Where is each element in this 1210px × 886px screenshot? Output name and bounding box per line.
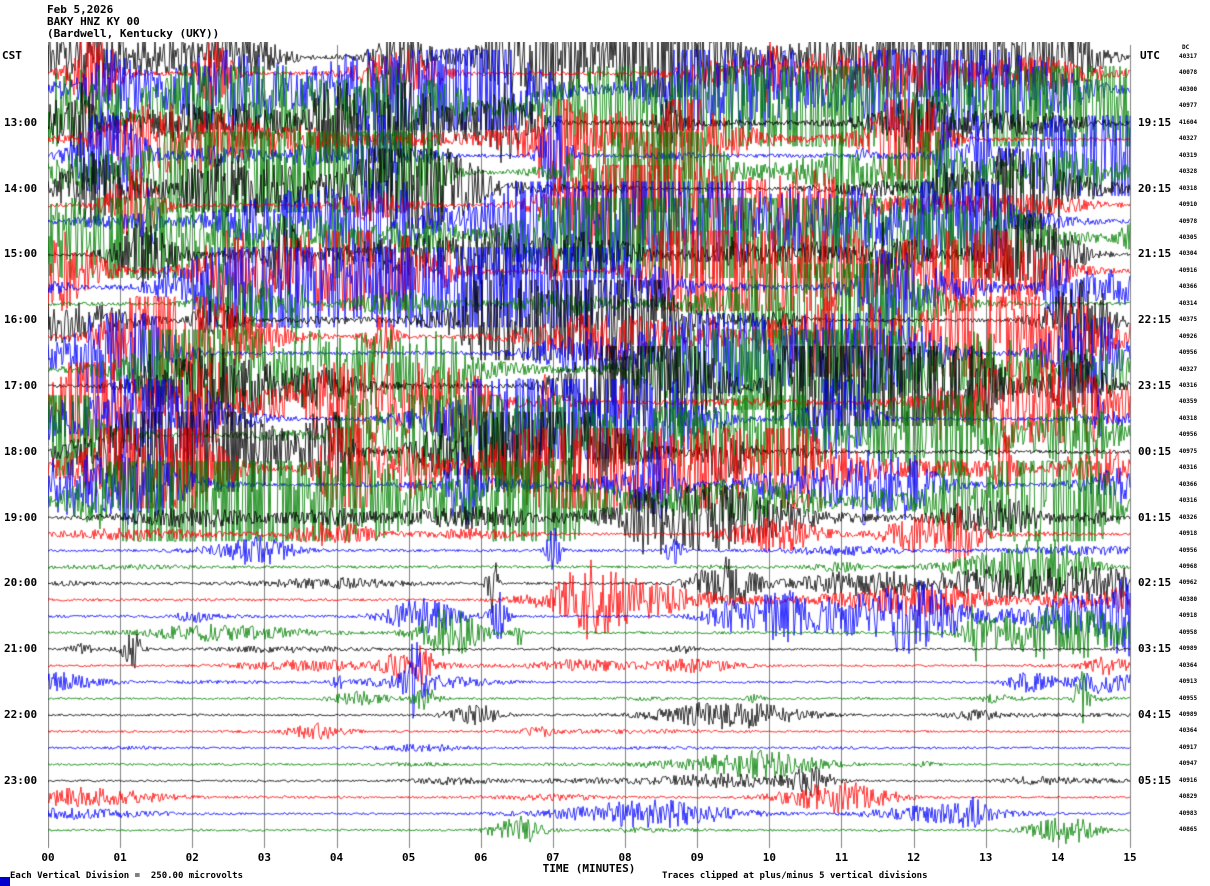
dc-value: 40327 bbox=[1179, 135, 1198, 143]
dc-value: 40917 bbox=[1179, 743, 1198, 751]
x-tick-label: 01 bbox=[113, 851, 127, 864]
dc-value: 40318 bbox=[1179, 414, 1198, 422]
left-time-label: 20:00 bbox=[4, 576, 38, 590]
dc-value: 40962 bbox=[1179, 579, 1198, 587]
left-time-label: 18:00 bbox=[4, 444, 38, 458]
x-tick-label: 09 bbox=[690, 851, 704, 864]
right-time-label: 05:15 bbox=[1138, 773, 1172, 787]
dc-value: 40956 bbox=[1179, 546, 1198, 554]
dc-value: 40978 bbox=[1179, 217, 1198, 225]
left-time-label: 14:00 bbox=[4, 181, 38, 195]
dc-value: 40326 bbox=[1179, 513, 1198, 521]
dc-value: 40958 bbox=[1179, 628, 1198, 636]
left-axis-label: CST bbox=[2, 49, 22, 62]
left-time-label: 22:00 bbox=[4, 708, 38, 721]
x-tick-label: 10 bbox=[762, 851, 776, 864]
dc-value: 40300 bbox=[1179, 85, 1198, 93]
x-tick-label: 08 bbox=[618, 851, 632, 864]
x-tick-label: 03 bbox=[257, 851, 272, 864]
dc-value: 40956 bbox=[1179, 431, 1198, 439]
dc-value: 40314 bbox=[1179, 299, 1198, 307]
dc-value: 40916 bbox=[1179, 776, 1198, 784]
dc-value: 40364 bbox=[1179, 661, 1198, 669]
dc-value: 40316 bbox=[1179, 464, 1198, 472]
x-tick-label: 15 bbox=[1123, 851, 1137, 864]
dc-value: 40913 bbox=[1179, 678, 1198, 686]
dc-value: 40989 bbox=[1179, 645, 1198, 653]
header-station: BAKY HNZ KY 00 bbox=[47, 15, 140, 28]
right-time-label: 22:15 bbox=[1138, 313, 1172, 327]
x-tick-label: 14 bbox=[1051, 851, 1065, 864]
x-tick-label: 07 bbox=[546, 851, 560, 864]
x-tick-label: 06 bbox=[474, 851, 488, 864]
dc-value: 40366 bbox=[1179, 283, 1198, 291]
footer-clipping-note: Traces clipped at plus/minus 5 vertical … bbox=[662, 871, 928, 881]
x-tick-label: 02 bbox=[185, 851, 199, 864]
dc-value: 40829 bbox=[1179, 793, 1198, 801]
dc-value: 40956 bbox=[1179, 349, 1198, 357]
header-date: Feb 5,2026 bbox=[47, 3, 114, 16]
dc-value: 40375 bbox=[1179, 316, 1198, 324]
right-time-label: 03:15 bbox=[1138, 642, 1172, 656]
left-time-label: 19:00 bbox=[4, 510, 38, 524]
dc-value: 40916 bbox=[1179, 266, 1198, 274]
dc-value: 40328 bbox=[1179, 168, 1198, 176]
dc-value: 40947 bbox=[1179, 760, 1198, 768]
dc-value: 40078 bbox=[1179, 69, 1198, 77]
dc-column-label: DC bbox=[1182, 44, 1190, 51]
left-time-label: 23:00 bbox=[4, 773, 38, 787]
dc-value: 41604 bbox=[1179, 118, 1198, 126]
right-time-label: 04:15 bbox=[1138, 708, 1172, 721]
x-tick-label: 04 bbox=[329, 851, 344, 864]
x-tick-label: 00 bbox=[41, 851, 55, 864]
left-time-label: 21:00 bbox=[4, 642, 38, 656]
x-tick-label: 12 bbox=[906, 851, 921, 864]
left-time-label: 15:00 bbox=[4, 247, 38, 261]
right-time-label: 23:15 bbox=[1138, 379, 1172, 392]
dc-value: 40305 bbox=[1179, 233, 1198, 241]
x-tick-label: 13 bbox=[979, 851, 993, 864]
x-tick-label: 05 bbox=[402, 851, 416, 864]
dc-value: 40955 bbox=[1179, 694, 1198, 702]
dc-value: 40359 bbox=[1179, 398, 1198, 406]
x-tick-label: 11 bbox=[834, 851, 849, 864]
left-time-label: 13:00 bbox=[4, 115, 38, 129]
right-axis-label: UTC bbox=[1140, 49, 1160, 62]
right-time-label: 20:15 bbox=[1138, 181, 1172, 195]
right-time-label: 01:15 bbox=[1138, 510, 1172, 524]
right-time-label: 19:15 bbox=[1138, 115, 1172, 129]
dc-value: 40317 bbox=[1179, 53, 1198, 60]
right-time-label: 02:15 bbox=[1138, 576, 1172, 590]
dc-value: 40865 bbox=[1179, 826, 1198, 834]
dc-value: 40316 bbox=[1179, 382, 1198, 389]
dc-value: 40319 bbox=[1179, 151, 1198, 159]
dc-value: 40975 bbox=[1179, 447, 1198, 455]
dc-value: 40926 bbox=[1179, 332, 1198, 340]
dc-value: 40380 bbox=[1179, 595, 1198, 603]
dc-value: 40918 bbox=[1179, 612, 1198, 620]
dc-value: 40366 bbox=[1179, 480, 1198, 488]
dc-value: 40983 bbox=[1179, 809, 1198, 817]
dc-value: 40364 bbox=[1179, 727, 1198, 735]
dc-value: 40989 bbox=[1179, 711, 1198, 718]
footer-scale-note: Each Vertical Division = 250.00 microvol… bbox=[10, 871, 243, 881]
dc-value: 40327 bbox=[1179, 365, 1198, 373]
left-time-label: 16:00 bbox=[4, 313, 38, 327]
right-time-label: 00:15 bbox=[1138, 444, 1172, 458]
dc-value: 40316 bbox=[1179, 497, 1198, 505]
header-location: (Bardwell, Kentucky (UKY)) bbox=[47, 27, 220, 40]
left-time-label: 17:00 bbox=[4, 379, 38, 392]
corner-logo-mark bbox=[0, 877, 10, 886]
dc-value: 40304 bbox=[1179, 250, 1198, 258]
dc-value: 40910 bbox=[1179, 201, 1198, 209]
dc-value: 40977 bbox=[1179, 102, 1198, 110]
dc-value: 40918 bbox=[1179, 530, 1198, 538]
seismogram-traces bbox=[48, 42, 1132, 850]
right-time-label: 21:15 bbox=[1138, 247, 1172, 261]
x-axis-title: TIME (MINUTES) bbox=[542, 862, 636, 875]
dc-value: 40318 bbox=[1179, 184, 1198, 192]
dc-value: 40968 bbox=[1179, 562, 1198, 570]
